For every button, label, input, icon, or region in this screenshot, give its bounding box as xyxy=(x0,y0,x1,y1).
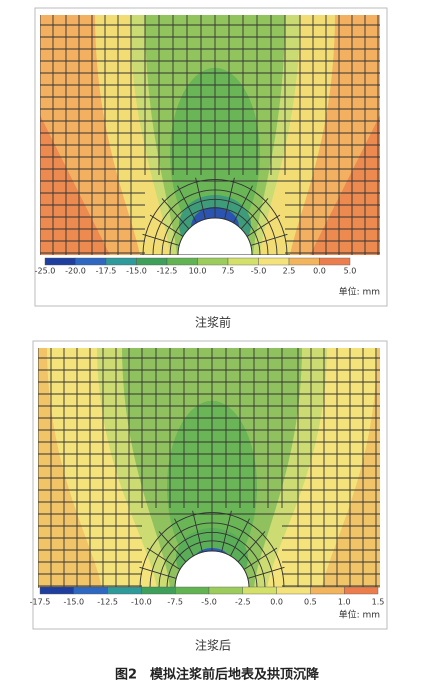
mesh-line xyxy=(250,233,288,246)
mesh-line xyxy=(139,566,177,579)
colorbar-label: 7.5 xyxy=(222,267,235,276)
figure-caption: 图2 模拟注浆前后地表及拱顶沉降 xyxy=(115,667,320,683)
mesh-arc xyxy=(161,198,269,255)
colorbar-label: 0.0 xyxy=(270,598,283,607)
mesh-line xyxy=(237,531,266,563)
mesh-line xyxy=(158,531,187,563)
mesh xyxy=(40,15,380,255)
panel-frame xyxy=(32,340,388,630)
colorbar-label: -17.5 xyxy=(30,598,51,607)
mesh-line xyxy=(174,518,194,557)
colorbar-label: 0.5 xyxy=(304,598,317,607)
contour-plot xyxy=(38,348,380,588)
mesh-line xyxy=(230,518,250,557)
mesh-line xyxy=(240,198,269,230)
mesh-arc xyxy=(149,522,275,588)
colorbar-segment xyxy=(310,586,345,595)
colorbar-label: -20.0 xyxy=(65,267,86,276)
colorbar-label: 1.0 xyxy=(338,598,351,607)
mesh-line xyxy=(149,214,184,237)
mesh-line xyxy=(192,510,203,553)
mesh-line xyxy=(233,185,253,224)
colorbar-segment xyxy=(227,257,259,266)
contour-plot xyxy=(40,15,380,255)
mesh-line xyxy=(146,547,181,570)
colorbar-segment xyxy=(276,586,311,595)
colorbar-segment xyxy=(44,257,76,266)
colorbar-segment xyxy=(141,586,176,595)
mesh-line xyxy=(142,233,180,246)
mesh-line xyxy=(161,198,190,230)
colorbar-segment xyxy=(105,257,137,266)
colorbar-label: -25.0 xyxy=(35,267,56,276)
tunnel xyxy=(177,217,253,255)
colorbar-label: 1.5 xyxy=(372,598,385,607)
mesh-arc xyxy=(152,189,278,255)
colorbar-label: -2.5 xyxy=(235,598,251,607)
colorbar-label: 10.0 xyxy=(189,267,207,276)
contour-band xyxy=(40,115,110,255)
colorbar-label: -10.0 xyxy=(131,598,152,607)
colorbar-label: 2.5 xyxy=(283,267,296,276)
mesh-line xyxy=(243,547,278,570)
colorbar-label: -7.5 xyxy=(167,598,183,607)
colorbar-label: 0.0 xyxy=(313,267,326,276)
colorbar-segment xyxy=(73,586,108,595)
colorbar-segment xyxy=(75,257,107,266)
colorbar-segment xyxy=(344,586,379,595)
colorbar-label: -12.5 xyxy=(157,267,178,276)
colorbar-segment xyxy=(208,586,243,595)
mesh-line xyxy=(246,214,281,237)
mesh-line xyxy=(247,566,285,579)
colorbar-segment xyxy=(39,586,74,595)
mesh xyxy=(38,348,380,588)
unit-label: 单位: mm xyxy=(339,609,380,621)
contour-band xyxy=(310,115,380,255)
colorbar-label: -15.0 xyxy=(126,267,147,276)
colorbar-label: -5.0 xyxy=(251,267,267,276)
tunnel xyxy=(174,550,250,588)
colorbar-label: 5.0 xyxy=(344,267,357,276)
colorbar-label: -17.5 xyxy=(96,267,117,276)
mesh-arc xyxy=(166,540,258,588)
panel-frame xyxy=(34,7,388,307)
panel-caption: 注浆后 xyxy=(195,638,231,653)
mesh-arc xyxy=(142,179,288,255)
colorbar-segment xyxy=(288,257,320,266)
colorbar-segment xyxy=(258,257,290,266)
mesh-arc xyxy=(139,512,285,588)
colorbar-label: -5.0 xyxy=(201,598,217,607)
colorbar-segment xyxy=(197,257,229,266)
colorbar-segment xyxy=(107,586,142,595)
mesh-line xyxy=(221,510,232,553)
colorbar-segment xyxy=(136,257,168,266)
colorbar-label: -12.5 xyxy=(97,598,118,607)
mesh-line xyxy=(177,185,197,224)
colorbar-label: -15.0 xyxy=(63,598,84,607)
mesh-arc xyxy=(158,531,266,588)
colorbar-segment xyxy=(242,586,277,595)
colorbar-segment xyxy=(174,586,210,595)
panel-caption: 注浆前 xyxy=(195,315,231,330)
unit-label: 单位: mm xyxy=(339,286,380,298)
mesh-line xyxy=(224,177,235,220)
colorbar-segment xyxy=(166,257,198,266)
mesh-line xyxy=(195,177,206,220)
colorbar-segment xyxy=(319,257,351,266)
mesh-arc xyxy=(169,207,261,255)
